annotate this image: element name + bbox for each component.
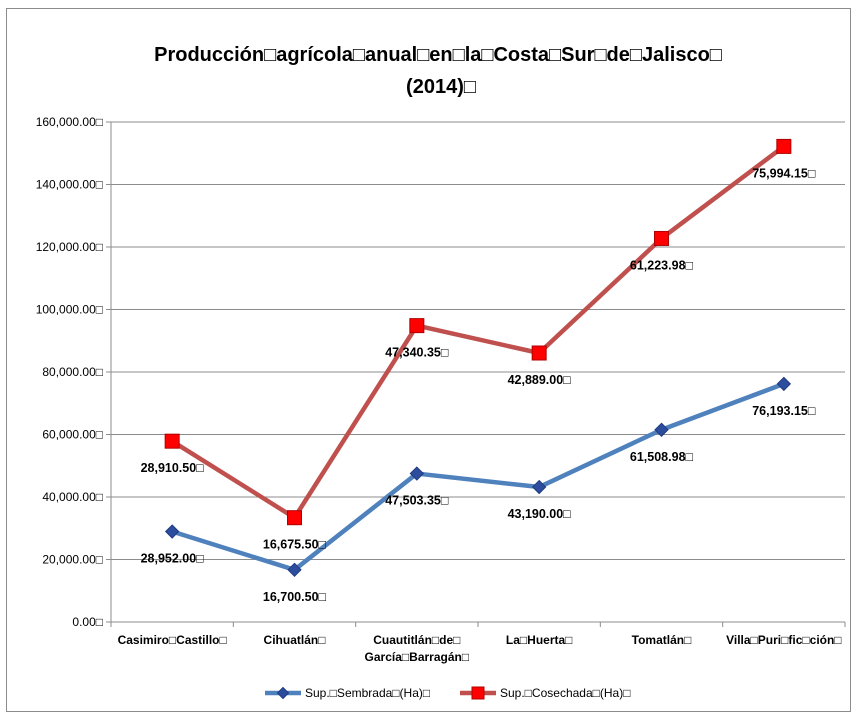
legend-label: Sup.□Sembrada□(Ha)□ xyxy=(305,686,430,700)
y-tick-label: 80,000.00□ xyxy=(42,365,103,379)
y-tick-label: 20,000.00□ xyxy=(42,553,103,567)
series-line xyxy=(169,381,787,573)
data-label: 43,190.00□ xyxy=(508,507,572,521)
series-line xyxy=(169,144,787,520)
x-category-label: Cihuatlán□ xyxy=(264,633,326,647)
data-point-diamond xyxy=(287,562,302,578)
data-label: 16,700.50□ xyxy=(263,590,327,604)
data-point-diamond xyxy=(776,376,792,392)
y-tick-label: 60,000.00□ xyxy=(42,428,103,442)
y-tick-label: 40,000.00□ xyxy=(42,490,103,504)
data-point-square xyxy=(531,345,547,361)
y-tick-label: 120,000.00□ xyxy=(36,240,103,254)
x-category-label: Casimiro□Castillo□ xyxy=(118,633,227,647)
data-point-square xyxy=(776,138,792,154)
y-tick-label: 140,000.00□ xyxy=(36,178,103,192)
data-point-diamond xyxy=(531,479,547,495)
data-label: 28,952.00□ xyxy=(141,552,205,566)
data-label: 75,994.15□ xyxy=(752,166,816,180)
data-point-diamond xyxy=(409,466,425,481)
chart-title-line-1: Producción□agrícola□anual□en□la□Costa□Su… xyxy=(154,44,722,66)
y-tick-label: 160,000.00□ xyxy=(36,115,103,129)
x-category-label: García□Barragán□ xyxy=(365,650,470,664)
chart-canvas: Producción□agrícola□anual□en□la□Costa□Su… xyxy=(36,44,846,700)
x-category-label: Cuautitlán□de□ xyxy=(373,633,460,647)
data-point-diamond xyxy=(654,422,669,437)
data-point-square xyxy=(654,230,669,246)
x-category-label: La□Huerta□ xyxy=(506,633,573,647)
x-category-label: Tomatlán□ xyxy=(632,633,692,647)
data-point-square xyxy=(409,318,425,334)
legend-swatch-marker xyxy=(471,686,485,700)
chart-title-line-2: (2014)□ xyxy=(406,76,476,98)
data-point-square xyxy=(164,433,180,449)
data-label: 28,910.50□ xyxy=(141,461,205,475)
data-label: 61,223.98□ xyxy=(630,258,694,272)
legend-swatch-marker xyxy=(276,686,290,700)
data-point-square xyxy=(287,510,302,526)
data-label: 61,508.98□ xyxy=(630,450,694,464)
data-label: 16,675.50□ xyxy=(263,538,327,552)
data-label: 47,340.35□ xyxy=(385,346,449,360)
x-category-label: Villa□Puri□fic□ción□ xyxy=(726,633,841,647)
data-label: 76,193.15□ xyxy=(752,404,816,418)
y-tick-label: 0.00□ xyxy=(72,615,103,629)
data-point-diamond xyxy=(164,524,180,539)
legend-label: Sup.□Cosechada□(Ha)□ xyxy=(500,686,630,700)
y-tick-label: 100,000.00□ xyxy=(36,303,103,317)
chart-frame: Producción□agrícola□anual□en□la□Costa□Su… xyxy=(6,8,851,712)
data-label: 47,503.35□ xyxy=(385,494,449,508)
data-label: 42,889.00□ xyxy=(508,373,572,387)
